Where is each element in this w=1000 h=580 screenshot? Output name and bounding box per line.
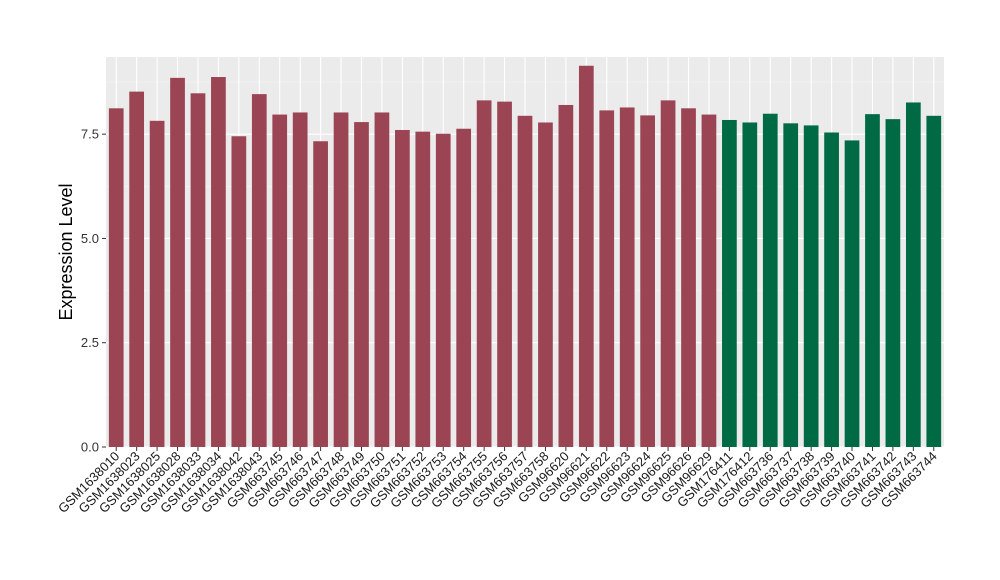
bar (681, 108, 696, 447)
bar (538, 122, 553, 447)
bar (374, 112, 390, 447)
bar (313, 141, 328, 447)
y-axis: 0.0 2.5 5.0 7.5 (81, 127, 106, 455)
bar (926, 115, 942, 447)
bar (456, 128, 472, 447)
bar (190, 93, 206, 448)
bar (354, 122, 369, 447)
bar (435, 133, 451, 447)
bar (272, 114, 288, 448)
bar (170, 77, 185, 447)
bar (251, 94, 267, 448)
bar (578, 65, 594, 447)
bar (905, 102, 921, 447)
bar (129, 91, 145, 447)
bar (824, 132, 839, 448)
bar (415, 131, 431, 448)
y-axis-title: Expression Level (56, 183, 76, 320)
bar (497, 101, 512, 448)
bar (865, 114, 880, 448)
bar (149, 120, 165, 448)
bar (619, 107, 635, 448)
bar (844, 140, 860, 447)
bar (640, 115, 655, 447)
bar (108, 108, 124, 447)
y-tick-label: 5.0 (81, 231, 99, 246)
bar (742, 122, 758, 447)
bar (558, 104, 574, 448)
x-axis: GSM1638010GSM1638023GSM1638025GSM1638028… (55, 447, 940, 516)
bar (783, 123, 799, 447)
bar (762, 113, 778, 448)
bar (333, 112, 349, 447)
bar (722, 119, 737, 448)
y-tick-label: 7.5 (81, 127, 99, 142)
bar (803, 125, 819, 447)
bar (885, 119, 901, 448)
bar (231, 136, 247, 447)
bar (292, 112, 308, 447)
bar (701, 114, 717, 448)
y-tick-label: 0.0 (81, 440, 99, 455)
bar (476, 100, 492, 448)
bar (395, 129, 410, 447)
bars-group (108, 65, 942, 448)
bar (599, 110, 615, 447)
bar (211, 77, 226, 447)
bar (660, 100, 676, 448)
y-tick-label: 2.5 (81, 335, 99, 350)
bar (517, 115, 533, 447)
